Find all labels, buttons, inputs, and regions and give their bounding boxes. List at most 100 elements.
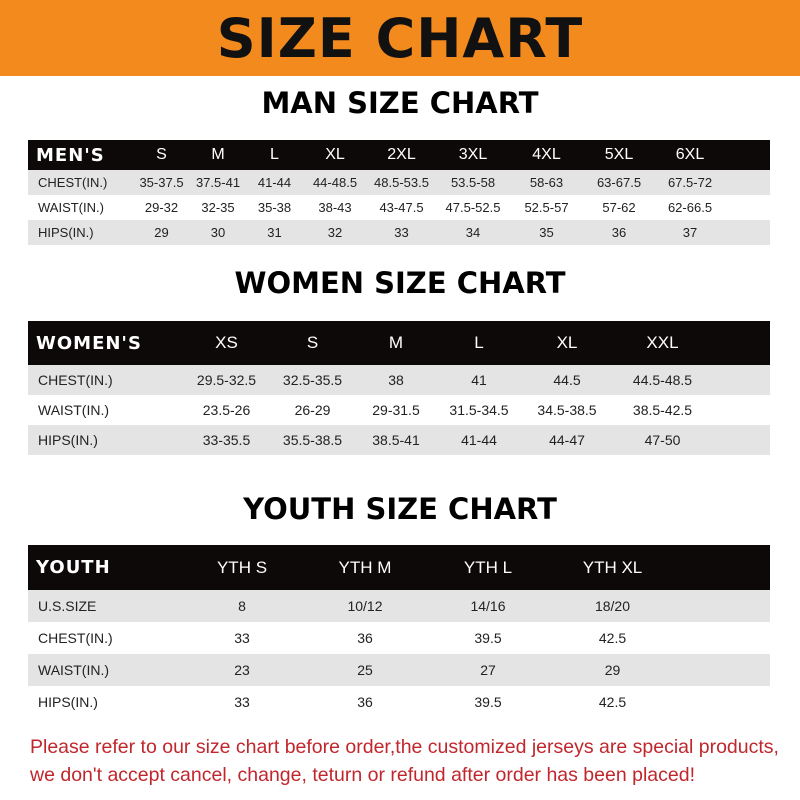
table-row: WAIST(IN.) 23 25 27 29	[28, 654, 770, 686]
table-cell: 30	[210, 225, 226, 240]
table-cell: 26-29	[294, 402, 331, 418]
size-header: L	[270, 146, 279, 163]
table-cell: 29.5-32.5	[196, 372, 257, 388]
size-header: S	[306, 333, 319, 352]
table-cell: 41-44	[461, 432, 497, 448]
youth-size-table: YOUTH YTH S YTH M YTH L YTH XL U.S.SIZE 8 10/12…	[28, 545, 770, 718]
row-label: HIPS(IN.)	[38, 225, 94, 240]
row-label: WAIST(IN.)	[38, 662, 110, 678]
table-cell: 23	[234, 662, 250, 678]
table-cell: 33	[234, 694, 250, 710]
table-cell: 52.5-57	[524, 200, 569, 215]
women-size-table: WOMEN'S XS S M L XL XXL CHEST(IN.) 29.5-32.5 32.5…	[28, 321, 770, 455]
table-cell: 25	[357, 662, 373, 678]
table-cell: 27	[480, 662, 496, 678]
size-header: 3XL	[458, 146, 488, 163]
table-cell: 44-48.5	[312, 175, 358, 190]
table-cell: 33	[234, 630, 250, 646]
size-header: XXL	[646, 333, 679, 352]
header-row: WOMEN'S XS S M L XL XXL	[28, 321, 770, 365]
table-header-label: WOMEN'S	[36, 332, 142, 354]
table-cell: 44.5-48.5	[632, 372, 693, 388]
table-cell: 34.5-38.5	[537, 402, 597, 418]
size-header: XL	[556, 333, 578, 352]
size-header: S	[156, 146, 167, 163]
notice-line: Please refer to our size chart before or…	[30, 736, 779, 758]
table-cell: 57-62	[602, 200, 636, 215]
table-cell: 41-44	[257, 175, 292, 190]
size-header: 6XL	[675, 146, 705, 163]
size-header: 4XL	[532, 146, 561, 163]
table-cell: 48.5-53.5	[374, 175, 429, 190]
table-cell: 42.5	[598, 694, 627, 710]
size-header: YTH S	[216, 557, 268, 577]
row-label: HIPS(IN.)	[38, 432, 98, 448]
notice-text: Please refer to our size chart before or…	[30, 733, 790, 789]
table-row: WAIST(IN.) 29-32 32-35 35-38 38-43 43-47.5 47.…	[28, 195, 770, 220]
row-label: WAIST(IN.)	[38, 402, 110, 418]
header-row: YOUTH YTH S YTH M YTH L YTH XL	[28, 545, 770, 590]
table-cell: 23.5-26	[202, 402, 251, 418]
table-cell: 29-31.5	[372, 402, 420, 418]
table-cell: 37.5-41	[195, 175, 241, 190]
size-header: YTH M	[338, 557, 392, 577]
table-cell: 44-47	[549, 432, 585, 448]
table-cell: 35	[539, 225, 554, 240]
table-cell: 38-43	[318, 200, 352, 215]
header-row: MEN'S S M L XL 2XL 3XL 4XL 5XL 6XL	[28, 140, 770, 170]
table-cell: 53.5-58	[450, 175, 496, 190]
table-cell: 39.5	[474, 694, 502, 710]
row-label: HIPS(IN.)	[38, 694, 98, 710]
notice-line: we don't accept cancel, change, teturn o…	[30, 764, 695, 786]
table-row: CHEST(IN.) 33 36 39.5 42.5	[28, 622, 770, 654]
table-cell: 8	[238, 598, 246, 614]
table-row: WAIST(IN.) 23.5-26 26-29 29-31.5 31.5-34.5 34…	[28, 395, 770, 425]
table-cell: 42.5	[598, 630, 627, 646]
table-header-label: YOUTH	[36, 557, 111, 578]
table-cell: 41	[471, 372, 487, 388]
table-row: HIPS(IN.) 33 36 39.5 42.5	[28, 686, 770, 718]
women-chart-title: WOMEN SIZE CHART	[234, 266, 566, 300]
table-cell: 58-63	[529, 175, 564, 190]
table-cell: 47.5-52.5	[445, 200, 501, 215]
table-row: U.S.SIZE 8 10/12 14/16 18/20	[28, 590, 770, 622]
table-cell: 35-37.5	[139, 175, 184, 190]
table-cell: 39.5	[474, 630, 502, 646]
table-row: HIPS(IN.) 33-35.5 35.5-38.5 38.5-41 41-44 44-…	[28, 425, 770, 455]
row-label: CHEST(IN.)	[38, 175, 108, 190]
size-header: XL	[325, 146, 345, 163]
table-cell: 38	[388, 372, 404, 388]
table-cell: 29	[154, 225, 169, 240]
table-cell: 67.5-72	[667, 175, 713, 190]
size-header: 5XL	[604, 146, 634, 163]
size-header: YTH L	[463, 557, 513, 577]
table-cell: 33	[394, 225, 409, 240]
table-cell: 36	[357, 630, 373, 646]
table-row: CHEST(IN.) 29.5-32.5 32.5-35.5 38 41 44.5 44.5…	[28, 365, 770, 395]
table-row: CHEST(IN.) 35-37.5 37.5-41 41-44 44-48.5 48.5…	[28, 170, 770, 195]
table-cell: 10/12	[347, 598, 383, 614]
size-header: L	[474, 333, 484, 352]
size-header: XS	[215, 333, 238, 352]
table-cell: 32	[327, 225, 343, 240]
table-cell: 35-38	[257, 200, 292, 215]
size-header: YTH XL	[582, 557, 643, 577]
row-label: CHEST(IN.)	[38, 630, 113, 646]
size-header: 2XL	[387, 146, 416, 163]
table-cell: 37	[682, 225, 698, 240]
youth-chart-title: YOUTH SIZE CHART	[243, 492, 557, 526]
table-cell: 31	[267, 225, 282, 240]
table-header-label: MEN'S	[36, 144, 105, 166]
table-row: HIPS(IN.) 29 30 31 32 33 34 35 36 37	[28, 220, 770, 245]
table-cell: 36	[611, 225, 627, 240]
men-chart-title: MAN SIZE CHART	[261, 86, 539, 120]
table-cell: 32.5-35.5	[282, 372, 343, 388]
row-label: WAIST(IN.)	[38, 200, 104, 215]
row-label: CHEST(IN.)	[38, 372, 113, 388]
table-cell: 18/20	[594, 598, 631, 614]
table-cell: 35.5-38.5	[282, 432, 343, 448]
table-cell: 38.5-41	[372, 432, 420, 448]
table-cell: 44.5	[553, 372, 581, 388]
size-header: M	[211, 146, 225, 163]
table-cell: 29	[604, 662, 621, 678]
